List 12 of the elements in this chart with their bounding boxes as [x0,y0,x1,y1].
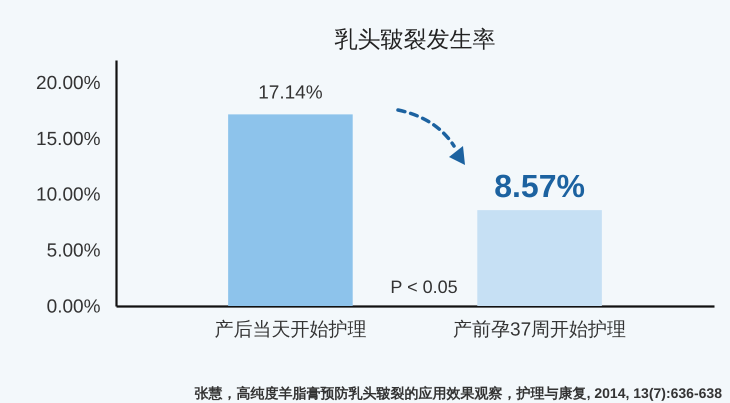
y-tick-label: 15.00% [36,128,101,150]
annotation: P < 0.05 [390,277,458,297]
y-tick-label: 0.00% [46,296,101,318]
x-tick-label: 产后当天开始护理 [214,318,366,340]
x-tick-label: 产前孕37周开始护理 [453,318,626,340]
text: 张慧，高纯度羊脂膏预防乳头皲裂的应用效果观察，护理与康复, 2014, 13(7):636-638 [194,385,722,401]
y-tick-label: 10.00% [36,184,101,206]
data-label: 17.14% [258,82,323,104]
data-label: 8.57% [494,168,585,204]
y-tick-label: 20.00% [36,72,101,94]
chart-title: 乳头皲裂发生率 [334,26,496,52]
y-tick-label: 5.00% [46,240,101,262]
